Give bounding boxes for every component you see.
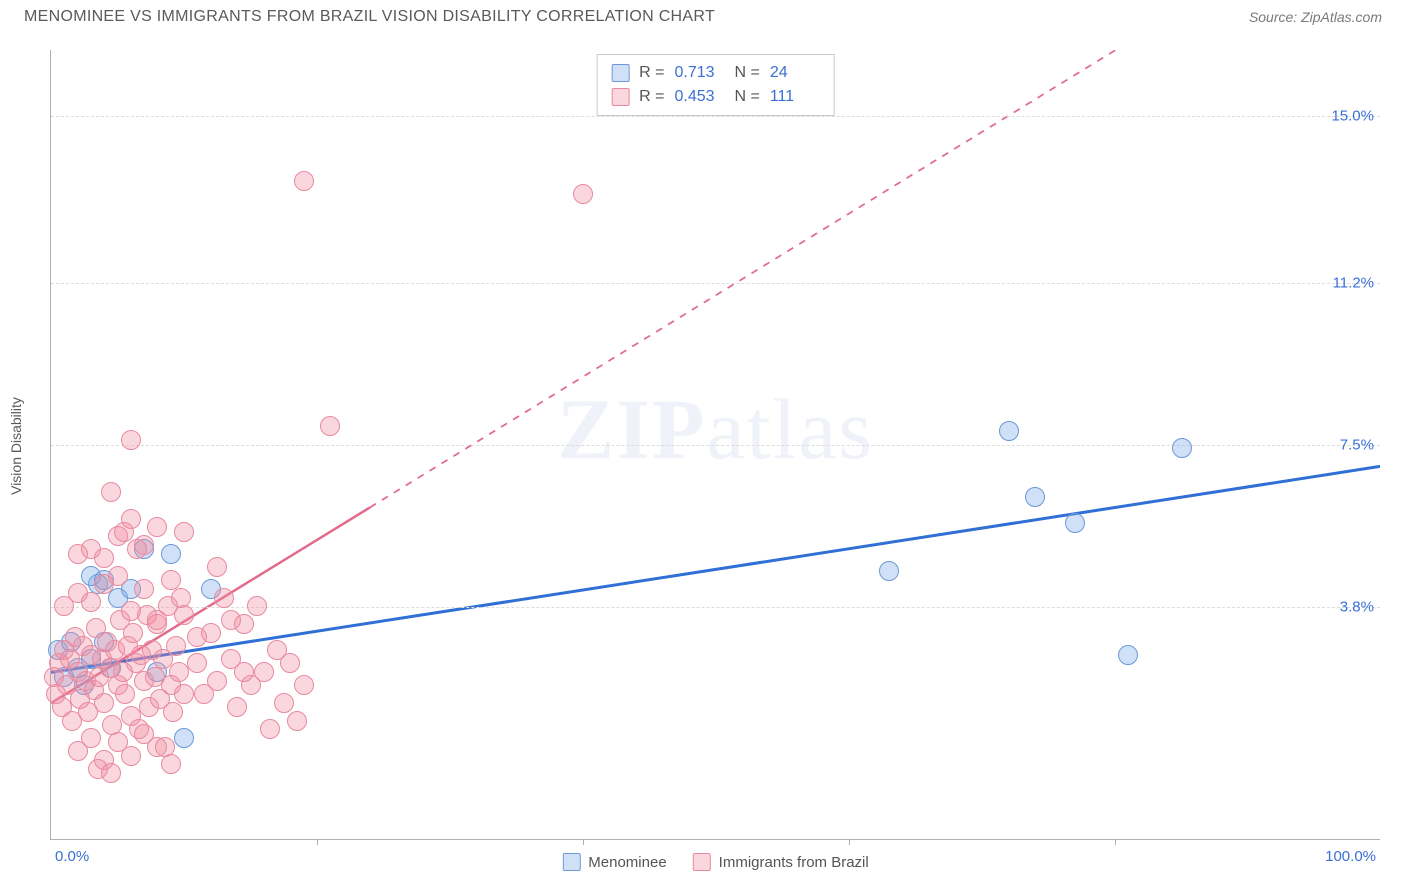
r-label: R =: [639, 61, 664, 85]
correlation-stats-box: R = 0.713 N = 24 R = 0.453 N = 111: [596, 54, 835, 116]
n-value-1: 111: [770, 85, 820, 109]
data-point: [1172, 438, 1192, 458]
data-point: [108, 566, 128, 586]
n-value-0: 24: [770, 61, 820, 85]
swatch-series-0: [611, 64, 629, 82]
scatter-chart: ZIPatlas R = 0.713 N = 24 R = 0.453 N = …: [50, 50, 1380, 840]
x-tick: [583, 839, 584, 845]
data-point: [280, 653, 300, 673]
n-label: N =: [735, 61, 760, 85]
data-point: [174, 684, 194, 704]
data-point: [174, 728, 194, 748]
data-point: [1118, 645, 1138, 665]
data-point: [187, 653, 207, 673]
gridline: [51, 116, 1380, 117]
data-point: [123, 623, 143, 643]
legend-swatch-1: [693, 853, 711, 871]
gridline: [51, 283, 1380, 284]
data-point: [234, 662, 254, 682]
stats-row-series-0: R = 0.713 N = 24: [611, 61, 820, 85]
x-tick: [849, 839, 850, 845]
stats-row-series-1: R = 0.453 N = 111: [611, 85, 820, 109]
data-point: [163, 702, 183, 722]
x-tick: [1115, 839, 1116, 845]
y-tick-label: 7.5%: [1340, 437, 1374, 454]
chart-title: MENOMINEE VS IMMIGRANTS FROM BRAZIL VISI…: [24, 8, 715, 26]
data-point: [207, 671, 227, 691]
data-point: [121, 430, 141, 450]
data-point: [101, 763, 121, 783]
y-axis-title: Vision Disability: [8, 397, 24, 495]
watermark-zip: ZIP: [557, 381, 706, 477]
legend-swatch-0: [562, 853, 580, 871]
y-tick-label: 3.8%: [1340, 599, 1374, 616]
n-label: N =: [735, 85, 760, 109]
data-point: [147, 737, 167, 757]
data-point: [166, 636, 186, 656]
data-point: [999, 421, 1019, 441]
data-point: [94, 548, 114, 568]
data-point: [1025, 487, 1045, 507]
data-point: [147, 517, 167, 537]
x-tick: [317, 839, 318, 845]
data-point: [260, 719, 280, 739]
data-point: [221, 610, 241, 630]
data-point: [573, 184, 593, 204]
data-point: [287, 711, 307, 731]
r-value-1: 0.453: [675, 85, 725, 109]
data-point: [94, 693, 114, 713]
legend-label-1: Immigrants from Brazil: [719, 854, 869, 871]
data-point: [254, 662, 274, 682]
data-point: [161, 544, 181, 564]
data-point: [227, 697, 247, 717]
legend-item-0: Menominee: [562, 853, 666, 871]
data-point: [161, 570, 181, 590]
series-legend: Menominee Immigrants from Brazil: [562, 853, 868, 871]
legend-item-1: Immigrants from Brazil: [693, 853, 869, 871]
data-point: [169, 662, 189, 682]
data-point: [127, 539, 147, 559]
data-point: [134, 579, 154, 599]
y-tick-label: 15.0%: [1331, 107, 1374, 124]
data-point: [207, 557, 227, 577]
data-point: [147, 610, 167, 630]
swatch-series-1: [611, 88, 629, 106]
data-point: [81, 728, 101, 748]
data-point: [274, 693, 294, 713]
data-point: [247, 596, 267, 616]
data-point: [1065, 513, 1085, 533]
data-point: [121, 746, 141, 766]
legend-label-0: Menominee: [588, 854, 666, 871]
data-point: [101, 482, 121, 502]
data-point: [320, 416, 340, 436]
data-point: [294, 171, 314, 191]
data-point: [294, 675, 314, 695]
watermark: ZIPatlas: [557, 379, 874, 479]
data-point: [174, 522, 194, 542]
data-point: [879, 561, 899, 581]
r-value-0: 0.713: [675, 61, 725, 85]
data-point: [174, 605, 194, 625]
source-attribution: Source: ZipAtlas.com: [1249, 9, 1382, 25]
data-point: [187, 627, 207, 647]
data-point: [81, 592, 101, 612]
data-point: [161, 754, 181, 774]
x-axis-max-label: 100.0%: [1325, 848, 1376, 865]
data-point: [121, 601, 141, 621]
watermark-atlas: atlas: [706, 381, 874, 477]
data-point: [68, 544, 88, 564]
x-axis-origin-label: 0.0%: [55, 848, 89, 865]
r-label: R =: [639, 85, 664, 109]
data-point: [114, 522, 134, 542]
data-point: [214, 588, 234, 608]
data-point: [115, 684, 135, 704]
y-tick-label: 11.2%: [1333, 274, 1374, 291]
